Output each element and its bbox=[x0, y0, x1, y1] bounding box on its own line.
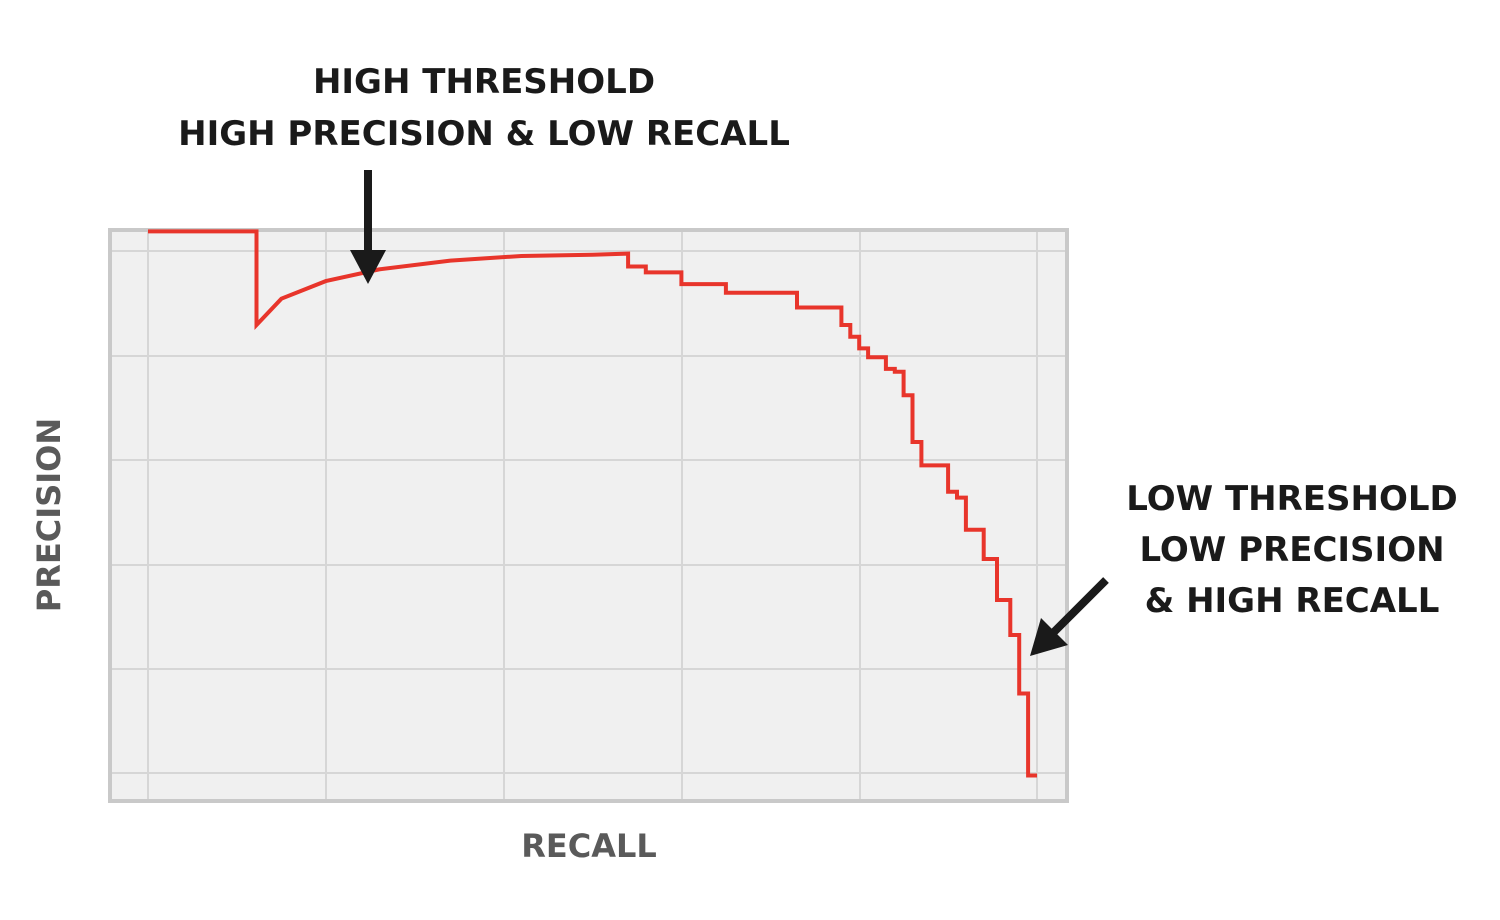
annotation-arrow-low-threshold bbox=[1030, 577, 1109, 656]
annotation-high-threshold-line-1: HIGH THRESHOLD bbox=[313, 62, 655, 102]
x-axis-title: RECALL bbox=[521, 827, 657, 865]
annotation-low-threshold-line-2: LOW PRECISION bbox=[1139, 530, 1444, 570]
annotation-high-threshold-line-2: HIGH PRECISION & LOW RECALL bbox=[178, 114, 790, 154]
horizontal-gridlines bbox=[112, 250, 1065, 774]
plot-border bbox=[108, 228, 1069, 803]
vertical-gridlines bbox=[147, 232, 1038, 799]
arrow-head bbox=[350, 250, 386, 284]
annotation-arrow-high-threshold bbox=[350, 170, 386, 284]
arrow-shaft bbox=[1049, 577, 1109, 637]
y-axis-title: PRECISION bbox=[30, 418, 68, 612]
plot-background bbox=[110, 230, 1067, 801]
annotation-low-threshold-line-1: LOW THRESHOLD bbox=[1126, 479, 1457, 519]
arrow-head bbox=[1030, 618, 1068, 656]
precision-recall-curve bbox=[148, 229, 1037, 778]
annotation-low-threshold-line-3: & HIGH RECALL bbox=[1145, 581, 1440, 621]
